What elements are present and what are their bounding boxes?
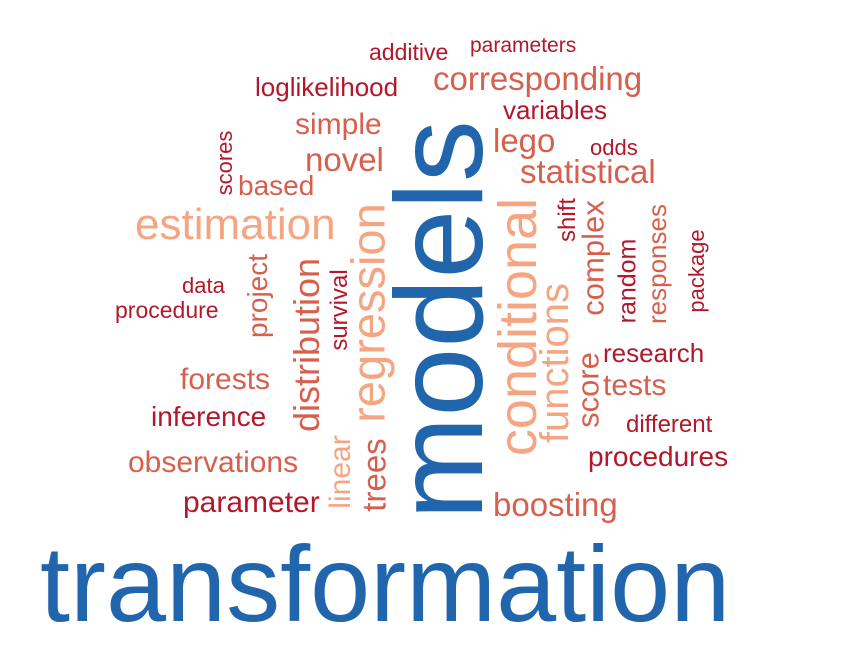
word-estimation: estimation: [135, 200, 336, 249]
word-statistical: statistical: [520, 153, 656, 190]
word-linear: linear: [324, 435, 357, 509]
word-lego: lego: [493, 122, 556, 159]
word-research: research: [603, 338, 705, 368]
word-inference: inference: [151, 401, 267, 432]
word-transformation: transformation: [40, 523, 731, 644]
word-procedures: procedures: [588, 441, 729, 472]
word-trees: trees: [355, 438, 393, 512]
word-shift: shift: [554, 197, 581, 243]
word-tests: tests: [603, 369, 667, 402]
word-additive: additive: [369, 39, 449, 65]
word-corresponding: corresponding: [433, 60, 643, 97]
word-boosting: boosting: [493, 486, 618, 523]
word-complex: complex: [575, 200, 611, 316]
word-forests: forests: [180, 363, 271, 396]
word-variables: variables: [503, 95, 608, 125]
word-loglikelihood: loglikelihood: [255, 72, 399, 102]
word-random: random: [613, 238, 642, 324]
word-simple: simple: [295, 108, 382, 141]
word-procedure: procedure: [115, 297, 219, 323]
word-models: models: [371, 120, 509, 520]
word-parameters: parameters: [470, 34, 577, 57]
word-observations: observations: [128, 446, 299, 479]
word-functions: functions: [533, 282, 577, 444]
word-based: based: [238, 170, 315, 201]
word-score: score: [570, 352, 606, 428]
word-parameter: parameter: [183, 486, 320, 519]
word-package: package: [684, 229, 709, 313]
word-odds: odds: [590, 135, 638, 160]
word-data: data: [182, 273, 225, 298]
word-novel: novel: [305, 141, 384, 178]
word-different: different: [626, 411, 713, 438]
word-scores: scores: [212, 130, 237, 196]
word-distribution: distribution: [286, 257, 327, 433]
word-project: project: [242, 253, 273, 339]
word-survival: survival: [326, 269, 353, 351]
word-responses: responses: [642, 204, 672, 324]
